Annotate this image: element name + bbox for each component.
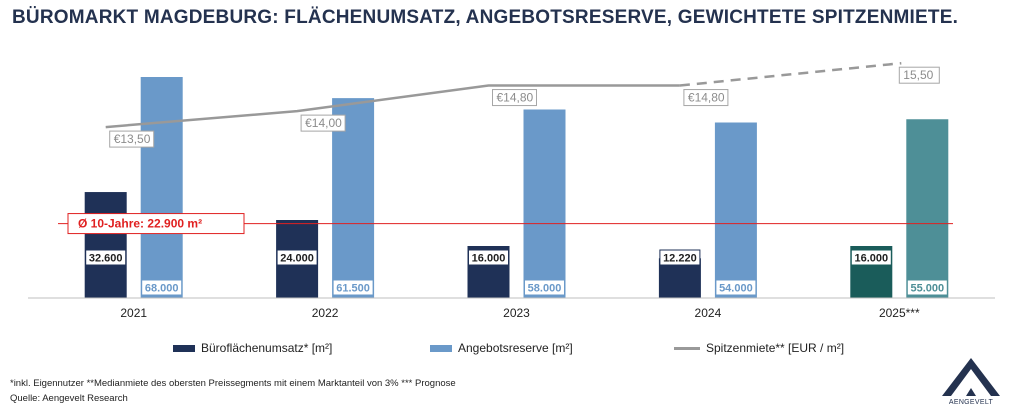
legend-label-miete: Spitzenmiete** [EUR / m²] — [706, 341, 845, 355]
data-label-umsatz: 24.000 — [280, 253, 314, 265]
x-tick-label: 2022 — [312, 306, 339, 320]
chart-area: 32.600 68.000 2021 24.000 61.500 2022 16.000 58… — [28, 61, 995, 320]
rent-data-label: €13,50 — [114, 132, 151, 146]
rent-data-label: €14,80 — [688, 91, 725, 105]
data-label-umsatz: 32.600 — [89, 253, 123, 265]
logo-text: AENGEVELT — [948, 399, 994, 406]
legend-label-angebot: Angebotsreserve [m²] — [458, 341, 573, 355]
data-label-box-angebot — [715, 279, 757, 296]
legend-swatch-umsatz — [173, 344, 195, 352]
rent-label-box — [683, 89, 729, 107]
data-label-box-umsatz — [85, 249, 127, 266]
rent-label-box — [492, 89, 537, 107]
legend-item-angebot: Angebotsreserve [m²] — [430, 339, 573, 357]
rent-data-label: €14,00 — [305, 116, 342, 130]
x-tick-label: 2024 — [695, 306, 722, 320]
aengevelt-logo — [942, 358, 1000, 396]
legend-item-miete: Spitzenmiete** [EUR / m²] — [674, 339, 844, 357]
legend-swatch-miete — [674, 346, 700, 350]
rent-label-box — [109, 130, 155, 148]
data-label-angebot: 58.000 — [528, 283, 562, 295]
rent-data-label: 15,50 — [903, 68, 933, 82]
legend-swatch-angebot — [430, 344, 452, 352]
data-label-box-umsatz — [276, 249, 318, 266]
bar-angebot — [714, 122, 757, 298]
bar-angebot — [906, 119, 949, 298]
x-tick-label: 2025*** — [879, 306, 920, 320]
x-tick-label: 2021 — [120, 306, 147, 320]
rent-line — [105, 84, 680, 129]
data-label-box-angebot — [524, 279, 565, 296]
data-label-box-angebot — [141, 279, 183, 296]
bar-umsatz — [84, 192, 127, 298]
rent-line-forecast — [679, 61, 902, 87]
reference-label-box — [67, 213, 245, 235]
bar-angebot — [140, 77, 183, 298]
source-note: Quelle: Aengevelt Research — [10, 393, 128, 404]
data-label-angebot: 54.000 — [719, 283, 753, 295]
reference-label: Ø 10-Jahre: 22.900 m² — [78, 217, 202, 231]
data-label-box-umsatz — [850, 249, 892, 266]
data-label-box-angebot — [332, 279, 374, 296]
bar-angebot — [523, 109, 566, 298]
data-label-angebot: 61.500 — [336, 283, 370, 295]
data-label-box-angebot — [906, 279, 948, 296]
x-tick-label: 2023 — [503, 306, 530, 320]
legend-item-umsatz: Büroflächenumsatz* [m²] — [173, 339, 332, 357]
data-label-umsatz: 16.000 — [472, 253, 506, 265]
rent-label-box — [898, 66, 940, 84]
data-label-angebot: 55.000 — [910, 283, 944, 295]
data-label-angebot: 68.000 — [145, 283, 179, 295]
data-label-umsatz: 16.000 — [854, 253, 888, 265]
data-label-umsatz: 12.220 — [663, 253, 697, 265]
data-label-box-umsatz — [659, 249, 701, 266]
chart-title: BÜROMARKT MAGDEBURG: FLÄCHENUMSATZ, ANGE… — [12, 7, 959, 28]
data-label-box-umsatz — [468, 249, 509, 266]
rent-label-box — [300, 114, 346, 132]
rent-data-label: €14,80 — [497, 91, 534, 105]
legend-label-umsatz: Büroflächenumsatz* [m²] — [201, 341, 333, 355]
footnote: *inkl. Eigennutzer **Medianmiete des obe… — [10, 378, 456, 389]
